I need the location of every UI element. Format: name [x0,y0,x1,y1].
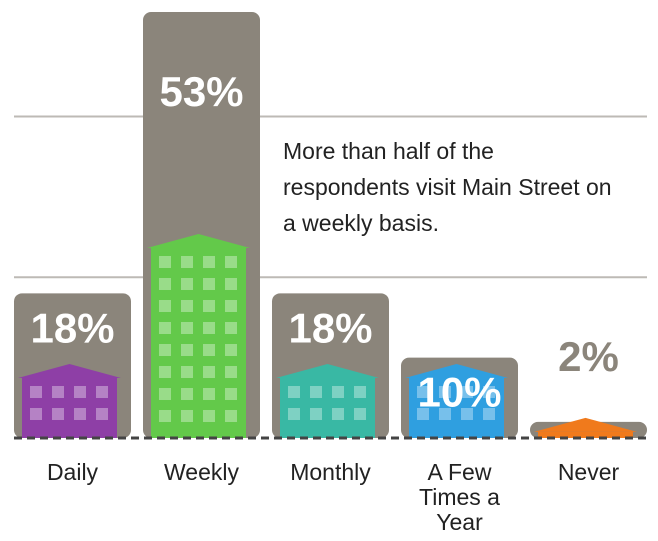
window [225,366,237,378]
window [225,322,237,334]
window [332,386,344,398]
building [22,378,117,438]
window [52,408,64,420]
window [225,388,237,400]
value-label: 18% [30,304,114,351]
window [159,322,171,334]
window [159,366,171,378]
window [310,408,322,420]
roof [18,364,121,378]
window [181,278,193,290]
roof [276,364,379,378]
window [181,256,193,268]
window [483,386,495,398]
window [30,386,42,398]
value-label: 18% [288,304,372,351]
window [225,300,237,312]
window [74,386,86,398]
window [225,256,237,268]
window [181,322,193,334]
window [181,366,193,378]
window [203,344,215,356]
window [203,322,215,334]
window [96,408,108,420]
window [181,344,193,356]
window [203,366,215,378]
window [439,386,451,398]
value-label: 10% [417,369,501,416]
window [417,386,429,398]
window [203,300,215,312]
category-label: A Few Times a Year [419,459,500,535]
window [461,386,473,398]
window [288,386,300,398]
roof [405,364,508,378]
category-label: Daily [46,459,99,485]
window [159,278,171,290]
window [181,300,193,312]
building [280,378,375,438]
category-label: Never [557,459,620,485]
window [30,408,42,420]
window [96,386,108,398]
window [159,344,171,356]
window [483,408,495,420]
building [538,431,633,438]
category-label: Monthly [290,459,371,485]
window [159,300,171,312]
window [225,278,237,290]
window [181,410,193,422]
window [461,408,473,420]
window [225,410,237,422]
value-label: 53% [159,68,243,115]
building [409,378,504,438]
window [181,388,193,400]
roof [534,417,637,432]
window [203,388,215,400]
window [74,408,86,420]
window [159,256,171,268]
roof [147,234,250,248]
value-label: 2% [558,333,619,380]
window [310,386,322,398]
window [203,278,215,290]
window [332,408,344,420]
annotation: More than half of the respondents visit … [283,138,612,236]
window [203,256,215,268]
window [159,388,171,400]
window [439,408,451,420]
category-label: Weekly [164,459,239,485]
window [354,408,366,420]
window [203,410,215,422]
building [151,248,246,438]
window [288,408,300,420]
window [225,344,237,356]
window [417,408,429,420]
window [52,386,64,398]
window [354,386,366,398]
window [159,410,171,422]
